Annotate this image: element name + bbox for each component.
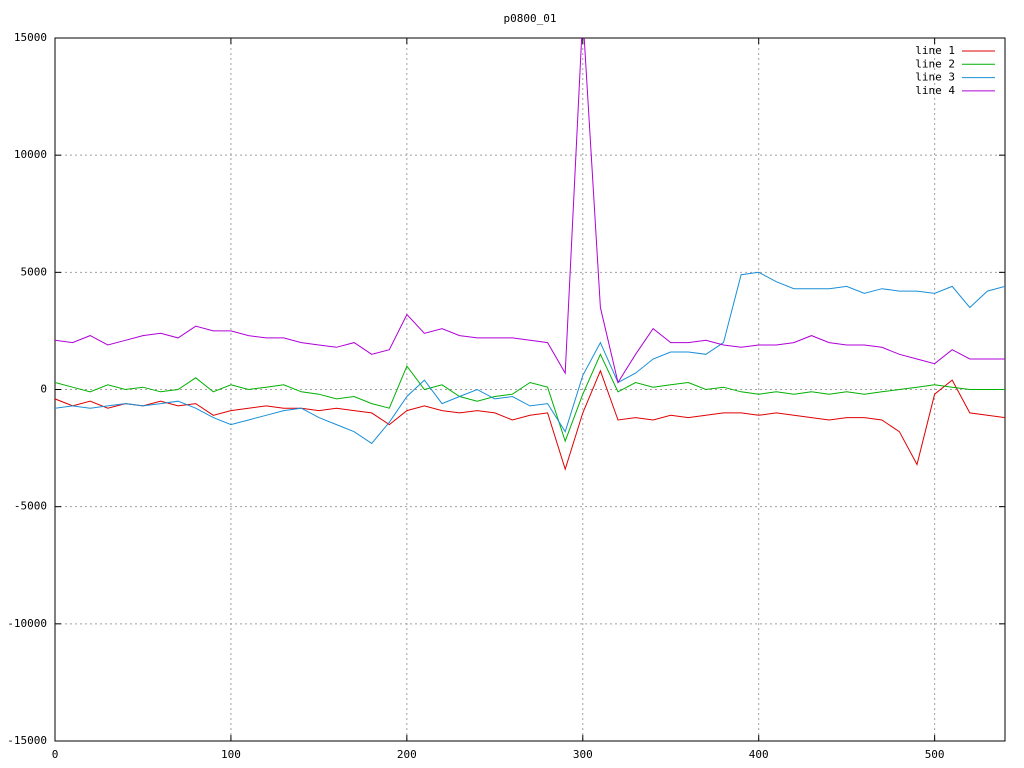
x-tick-label: 0 [52, 748, 59, 761]
y-tick-label: -15000 [7, 734, 47, 747]
legend-label: line 2 [915, 57, 955, 70]
legend-label: line 4 [915, 84, 955, 97]
chart-title: p0800_01 [504, 12, 557, 25]
series-line [55, 369, 1005, 471]
y-tick-label: 0 [40, 383, 47, 396]
series-line [55, 353, 1005, 443]
series-line [55, 271, 1005, 445]
y-tick-label: 5000 [21, 265, 48, 278]
y-tick-label: -10000 [7, 617, 47, 630]
y-tick-label: 10000 [14, 148, 47, 161]
series-line [55, 38, 1005, 384]
x-tick-label: 200 [397, 748, 417, 761]
x-tick-label: 500 [925, 748, 945, 761]
legend-label: line 3 [915, 71, 955, 84]
y-tick-label: -5000 [14, 500, 47, 513]
x-tick-label: 400 [749, 748, 769, 761]
y-tick-label: 15000 [14, 31, 47, 44]
plot-area [55, 38, 1005, 471]
x-tick-label: 300 [573, 748, 593, 761]
legend-label: line 1 [915, 44, 955, 57]
x-tick-label: 100 [221, 748, 241, 761]
